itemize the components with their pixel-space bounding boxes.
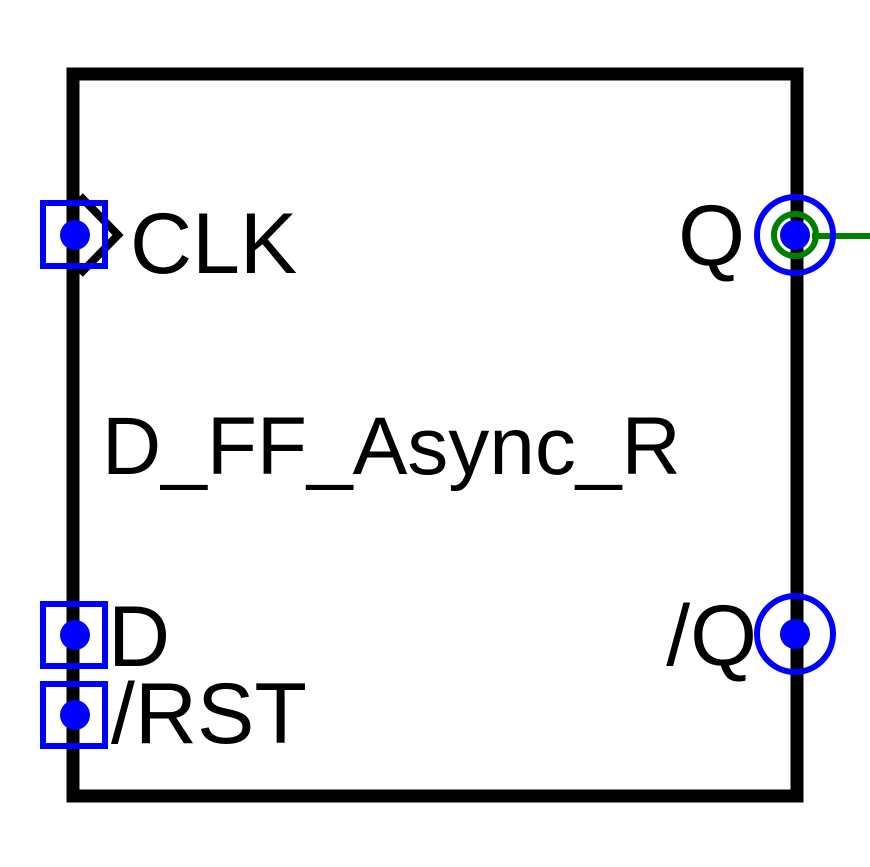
pin-dot-icon: [60, 620, 90, 650]
pin-rst[interactable]: [40, 681, 108, 749]
output-pin-ring-icon[interactable]: [754, 194, 836, 276]
pin-q[interactable]: [754, 194, 870, 276]
pin-dot-icon: [780, 619, 810, 649]
component-name: D_FF_Async_R: [102, 401, 681, 492]
pin-label-q: Q: [678, 188, 745, 284]
pin-dot-icon: [60, 220, 90, 250]
pin-dot-icon: [780, 220, 810, 250]
connection-ring-icon: [771, 211, 819, 259]
pin-label-d: D: [108, 589, 170, 685]
pin-d[interactable]: [40, 601, 108, 669]
pin-label-clk: CLK: [130, 196, 297, 292]
output-pin-ring-icon[interactable]: [754, 593, 836, 675]
pin-dot-icon: [60, 700, 90, 730]
input-pin-square-icon[interactable]: [40, 681, 108, 749]
input-pin-square-icon[interactable]: [40, 200, 108, 269]
clock-triangle-icon: [77, 193, 124, 277]
pin-qn[interactable]: [754, 593, 836, 675]
input-pin-square-icon[interactable]: [40, 601, 108, 669]
pin-label-qn: /Q: [666, 588, 757, 684]
component-body[interactable]: [66, 67, 804, 803]
pin-clk[interactable]: [40, 200, 108, 269]
pin-label-rst: /RST: [111, 666, 307, 762]
